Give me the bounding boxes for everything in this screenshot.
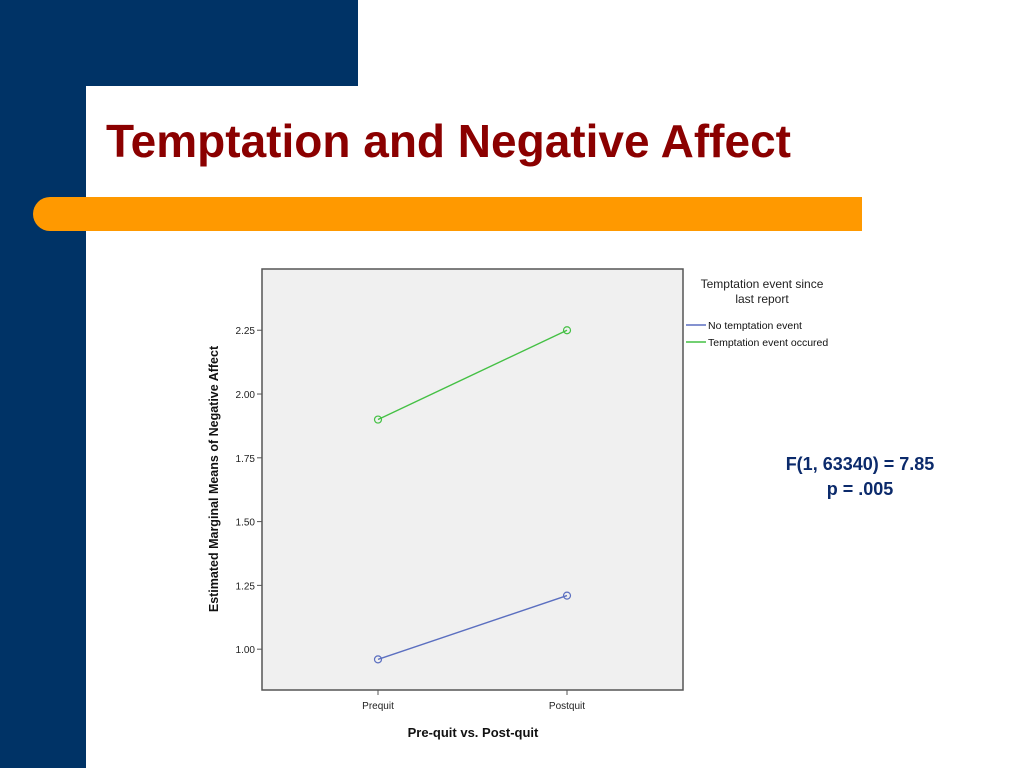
orange-accent-bar bbox=[33, 197, 862, 231]
chart: 1.00 1.25 1.50 1.75 2.00 2.25 Prequit Postquit… bbox=[207, 268, 828, 740]
series-line-2 bbox=[377, 329, 568, 421]
legend-title-line-1: Temptation event since bbox=[701, 277, 824, 291]
p-value: p = .005 bbox=[826, 479, 894, 499]
navy-side-band bbox=[0, 0, 86, 768]
series-line-1 bbox=[377, 594, 568, 661]
f-statistic: F(1, 63340) = 7.85 bbox=[785, 454, 935, 474]
legend-item-label: Temptation event occured bbox=[708, 337, 828, 349]
data-point-series-2 bbox=[373, 415, 383, 424]
statistics-annotation: F(1, 63340) = 7.85 p = .005 bbox=[740, 452, 980, 502]
slide-title: Temptation and Negative Affect bbox=[106, 115, 791, 167]
plot-area bbox=[261, 268, 684, 691]
data-point-series-2 bbox=[562, 326, 572, 335]
x-axis-label: Pre-quit vs. Post-quit bbox=[408, 725, 539, 740]
y-tick-label: 1.75 bbox=[236, 454, 256, 465]
x-tick-label: Prequit bbox=[362, 701, 394, 712]
x-tick-label: Postquit bbox=[549, 701, 585, 712]
data-point-series-1 bbox=[562, 591, 572, 600]
legend: Temptation event since last report No te… bbox=[686, 277, 828, 349]
y-tick-label: 1.00 bbox=[236, 645, 256, 656]
y-axis-label: Estimated Marginal Means of Negative Aff… bbox=[207, 345, 221, 612]
y-tick-label: 1.50 bbox=[236, 518, 256, 529]
navy-top-band bbox=[0, 0, 358, 86]
series-layer bbox=[373, 326, 572, 664]
legend-title-line-2: last report bbox=[735, 292, 789, 306]
data-point-series-1 bbox=[373, 655, 383, 664]
x-axis: Prequit Postquit bbox=[362, 690, 585, 712]
y-tick-label: 2.00 bbox=[236, 390, 256, 401]
y-axis: 1.00 1.25 1.50 1.75 2.00 2.25 bbox=[236, 326, 262, 656]
legend-item-label: No temptation event bbox=[708, 320, 802, 332]
y-tick-label: 2.25 bbox=[236, 326, 256, 337]
y-tick-label: 1.25 bbox=[236, 581, 256, 592]
